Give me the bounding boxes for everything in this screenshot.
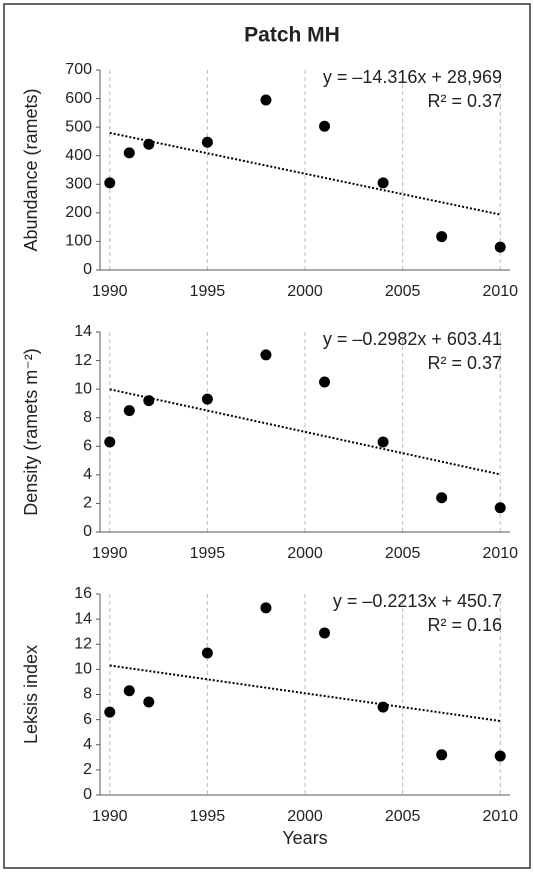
y-tick-label: 10 xyxy=(74,380,92,397)
x-tick-label: 2005 xyxy=(385,545,421,562)
data-point xyxy=(260,602,272,614)
data-point xyxy=(436,749,448,761)
data-point xyxy=(494,502,506,514)
frame xyxy=(3,3,531,869)
data-point xyxy=(436,492,448,504)
annotation: R² = 0.37 xyxy=(427,353,502,373)
y-tick-label: 12 xyxy=(74,352,92,369)
y-tick-label: 0 xyxy=(83,261,92,278)
y-tick-label: 300 xyxy=(65,176,92,193)
y-axis-label: Leksis index xyxy=(21,645,41,744)
y-tick-label: 14 xyxy=(74,610,92,627)
y-tick-label: 500 xyxy=(65,118,92,135)
data-point xyxy=(201,136,213,148)
data-point xyxy=(319,120,331,132)
x-tick-label: 1995 xyxy=(190,283,226,300)
x-tick-label: 1990 xyxy=(92,808,128,825)
data-point xyxy=(143,138,155,150)
y-tick-label: 2 xyxy=(83,495,92,512)
y-tick-label: 6 xyxy=(83,711,92,728)
y-tick-label: 100 xyxy=(65,233,92,250)
data-point xyxy=(104,436,116,448)
y-tick-label: 700 xyxy=(65,61,92,78)
y-tick-label: 200 xyxy=(65,204,92,221)
y-tick-label: 8 xyxy=(83,409,92,426)
y-tick-label: 6 xyxy=(83,438,92,455)
x-tick-label: 2005 xyxy=(385,283,421,300)
data-point xyxy=(260,349,272,361)
trend-line xyxy=(109,131,501,216)
y-tick-label: 12 xyxy=(74,635,92,652)
x-tick-label: 2010 xyxy=(482,283,518,300)
chart-title: Patch MH xyxy=(244,24,340,47)
y-tick-label: 16 xyxy=(74,585,92,602)
y-axis-label: Density (ramets m⁻²) xyxy=(21,348,41,516)
data-point xyxy=(123,685,135,697)
x-tick-label: 1990 xyxy=(92,545,128,562)
y-tick-label: 8 xyxy=(83,686,92,703)
data-point xyxy=(436,231,448,243)
trend-line xyxy=(109,388,501,476)
annotation: y = –0.2213x + 450.7 xyxy=(333,591,502,611)
x-tick-label: 2000 xyxy=(287,283,323,300)
data-point xyxy=(377,701,389,713)
x-tick-label: 2000 xyxy=(287,545,323,562)
x-tick-label: 1995 xyxy=(190,808,226,825)
annotation: R² = 0.37 xyxy=(427,91,502,111)
data-point xyxy=(143,696,155,708)
x-tick-label: 2005 xyxy=(385,808,421,825)
data-point xyxy=(201,647,213,659)
y-tick-label: 600 xyxy=(65,90,92,107)
y-tick-label: 4 xyxy=(83,466,92,483)
trend-line xyxy=(109,664,501,722)
data-point xyxy=(494,241,506,253)
y-tick-label: 4 xyxy=(83,736,92,753)
data-point xyxy=(104,706,116,718)
y-tick-label: 0 xyxy=(83,786,92,803)
data-point xyxy=(201,393,213,405)
y-tick-label: 14 xyxy=(74,323,92,340)
y-axis-label: Abundance (ramets) xyxy=(21,88,41,251)
data-point xyxy=(123,147,135,159)
x-tick-label: 2000 xyxy=(287,808,323,825)
data-point xyxy=(104,177,116,189)
y-tick-label: 0 xyxy=(83,523,92,540)
data-point xyxy=(319,376,331,388)
y-tick-label: 2 xyxy=(83,761,92,778)
data-point xyxy=(494,750,506,762)
annotation: R² = 0.16 xyxy=(427,615,502,635)
x-tick-label: 1990 xyxy=(92,283,128,300)
data-point xyxy=(377,436,389,448)
y-tick-label: 400 xyxy=(65,147,92,164)
x-tick-label: 2010 xyxy=(482,808,518,825)
x-tick-label: 2010 xyxy=(482,545,518,562)
data-point xyxy=(319,627,331,639)
annotation: y = –0.2982x + 603.41 xyxy=(323,329,502,349)
annotation: y = –14.316x + 28,969 xyxy=(323,67,502,87)
data-point xyxy=(260,94,272,106)
data-point xyxy=(377,177,389,189)
data-point xyxy=(123,405,135,417)
x-axis-label: Years xyxy=(282,828,327,848)
y-tick-label: 10 xyxy=(74,661,92,678)
x-tick-label: 1995 xyxy=(190,545,226,562)
data-point xyxy=(143,395,155,407)
